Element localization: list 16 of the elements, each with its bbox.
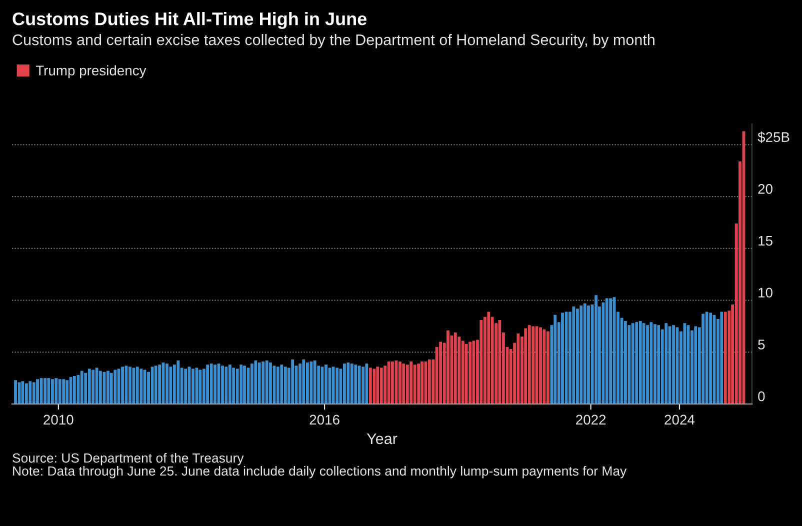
y-tick-label: 0 [758,391,765,402]
y-tick-label: 10 [758,288,772,298]
y-tick-label: 5 [758,340,765,350]
y-tick-label: $25B [758,132,790,143]
x-tick-label: 2022 [576,414,606,425]
legend-label: Trump presidency [36,65,146,78]
x-tick-label: 2024 [664,414,695,425]
x-axis-title: Year [366,433,398,444]
chart-title: Customs Duties Hit All-Time High in June [12,12,367,29]
text: Note: Data through June 25. June data include daily collections and monthly lump-sum payments for May [13,466,627,478]
x-tick-label: 2016 [310,414,340,425]
y-tick-label: 15 [758,236,772,246]
chart-subtitle: Customs and certain excise taxes collected by the Department of Homeland Security, by month [12,34,654,48]
x-tick-label: 2010 [44,414,74,425]
y-tick-label: 20 [758,184,772,194]
source-note: Source: US Department of the Treasury [12,453,244,466]
